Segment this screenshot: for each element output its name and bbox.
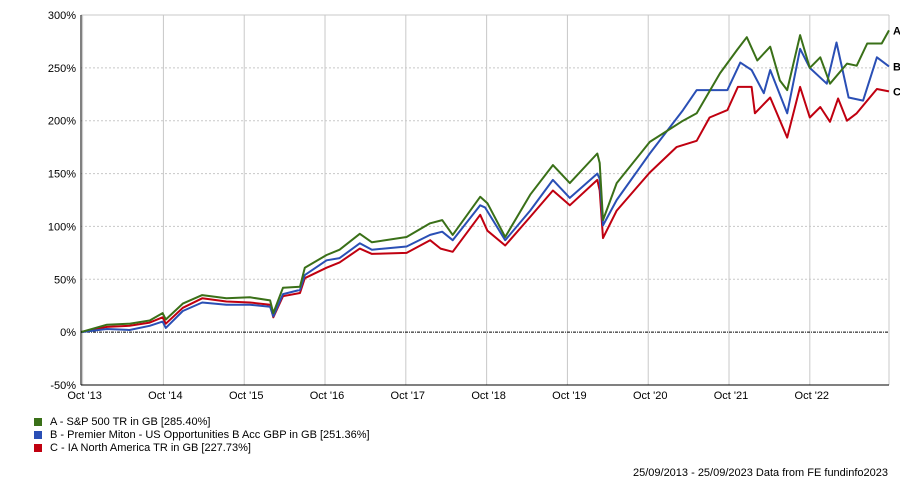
legend-label-b: B - Premier Miton - US Opportunities B A… xyxy=(50,428,370,441)
legend-item-a: A - S&P 500 TR in GB [285.40%] xyxy=(34,415,370,428)
y-tick-label: 100% xyxy=(48,221,76,233)
legend-label-c: C - IA North America TR in GB [227.73%] xyxy=(50,441,251,454)
series-line-a xyxy=(80,29,890,334)
legend-item-b: B - Premier Miton - US Opportunities B A… xyxy=(34,428,370,441)
x-tick-label: Oct '22 xyxy=(795,390,830,402)
series-line-b xyxy=(80,41,890,334)
series-end-labels: A B C xyxy=(893,25,900,98)
x-tick-label: Oct '15 xyxy=(229,390,264,402)
y-tick-label: 250% xyxy=(48,63,76,75)
x-tick-label: Oct '20 xyxy=(633,390,668,402)
legend-swatch-c xyxy=(34,443,42,452)
end-label-c: C xyxy=(893,86,900,98)
legend-swatch-b xyxy=(34,430,42,439)
y-tick-label: 50% xyxy=(54,274,76,286)
x-axis-ticks: Oct '13 Oct '14 Oct '15 Oct '16 Oct '17 Oct '… xyxy=(67,390,829,402)
date-range-source: 25/09/2013 - 25/09/2023 Data from FE fun… xyxy=(632,467,888,479)
series-lines xyxy=(80,29,890,334)
y-tick-label: 200% xyxy=(48,116,76,128)
x-tick-label: Oct '18 xyxy=(471,390,506,402)
x-tick-label: Oct '16 xyxy=(310,390,345,402)
grid xyxy=(81,14,890,385)
legend: A - S&P 500 TR in GB [285.40%] B - Premi… xyxy=(34,415,370,454)
x-tick-label: Oct '13 xyxy=(67,390,102,402)
end-label-a: A xyxy=(893,25,900,37)
legend-swatch-a xyxy=(34,417,42,426)
x-tick-label: Oct '17 xyxy=(391,390,426,402)
y-axis-ticks: -50% 0% 50% 100% 150% 200% 250% 300% xyxy=(48,10,76,392)
y-tick-label: 150% xyxy=(48,169,76,181)
y-tick-label: 300% xyxy=(48,10,76,22)
x-tick-label: Oct '14 xyxy=(148,390,183,402)
legend-item-c: C - IA North America TR in GB [227.73%] xyxy=(34,441,370,454)
legend-label-a: A - S&P 500 TR in GB [285.40%] xyxy=(50,415,211,428)
y-tick-label: 0% xyxy=(60,327,76,339)
axes xyxy=(80,15,889,386)
y-tick-label: -50% xyxy=(50,380,76,392)
end-label-b: B xyxy=(893,61,900,73)
x-tick-label: Oct '19 xyxy=(552,390,587,402)
x-tick-label: Oct '21 xyxy=(714,390,749,402)
performance-chart: -50%0%50%100%150%200%250%300% Oct '13 Oct… xyxy=(48,10,900,402)
series-line-c xyxy=(80,85,890,334)
